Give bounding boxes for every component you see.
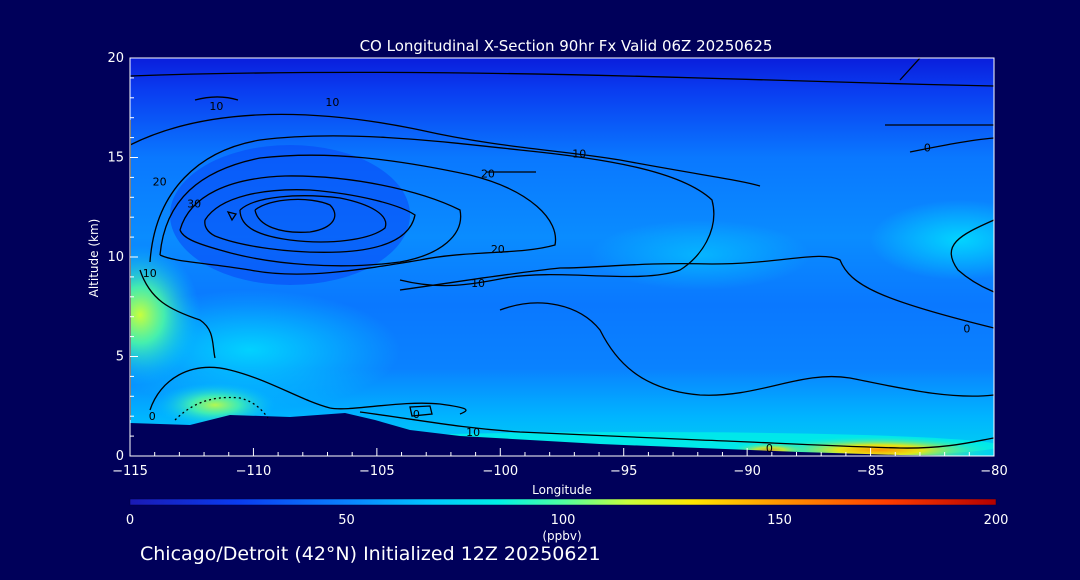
y-tick-label: 10: [107, 250, 124, 265]
contour-label: 0: [766, 442, 773, 455]
x-tick-label: −115: [112, 464, 148, 479]
contour-lower-small: [409, 405, 433, 417]
contour-30-loop: [179, 175, 462, 267]
contour-small-center: [226, 211, 238, 222]
colorbar-ticks: 0 50 100 150 200: [126, 513, 1009, 528]
contour-label: 10: [143, 267, 157, 280]
contour-near-surface: [359, 411, 994, 449]
cyan-patch-mid: [590, 220, 810, 290]
x-tick-label: −110: [236, 464, 272, 479]
contour-label: 0: [963, 323, 970, 336]
cyan-patch-right: [870, 200, 994, 280]
contour-label: 10: [325, 96, 339, 109]
contour-label: 0: [413, 408, 420, 421]
x-tick-label: −80: [980, 464, 1007, 479]
surface-hotspot: [760, 436, 994, 456]
x-tick-label: −100: [482, 464, 518, 479]
contour-left-upper: [194, 96, 239, 101]
contour-20-outer: [130, 113, 761, 187]
contour-lines: [130, 58, 994, 449]
contour-mid-10: [399, 255, 994, 329]
contour-label: 20: [481, 167, 495, 180]
contour-20-loop: [159, 154, 557, 275]
contour-50-loop: [239, 195, 387, 243]
contour-upper: [130, 71, 994, 87]
contour-left-wall: [139, 269, 216, 359]
terrain: [130, 413, 994, 456]
x-axis: −115 −110 −105 −100 −95 −90 −85 −80: [112, 448, 1008, 479]
contour-label: 20: [153, 175, 167, 188]
x-tick-label: −90: [733, 464, 760, 479]
colorbar-tick-label: 150: [767, 513, 792, 528]
contour-label: 30: [187, 197, 201, 210]
contour-label: 0: [924, 142, 931, 155]
y-tick-label: 5: [116, 350, 124, 365]
colorbar-tick-label: 200: [984, 513, 1009, 528]
contour-right-0: [950, 219, 994, 293]
colorbar-label: (ppbv): [542, 529, 581, 543]
contour-label: 10: [466, 426, 480, 439]
contour-dotted: [174, 396, 269, 421]
left-boundary-high: [130, 245, 200, 385]
contour-40-loop: [204, 189, 416, 253]
contour-10-loop: [149, 135, 715, 287]
contour-label: 10: [471, 277, 485, 290]
contour-labels: 10 10 20 30 10 10 20 20 10 0 0 0 0 10 0: [143, 96, 971, 455]
y-tick-label: 15: [107, 151, 124, 166]
y-tick-label: 20: [107, 51, 124, 66]
contour-60-loop: [254, 198, 336, 233]
contour-top-right: [899, 58, 921, 81]
contour-low-10: [499, 302, 994, 397]
y-axis-label: Altitude (km): [87, 219, 101, 298]
colorbar-tick-label: 0: [126, 513, 134, 528]
y-tick-label: 0: [116, 449, 124, 464]
contour-label: 20: [491, 243, 505, 256]
colorbar-tick-label: 100: [551, 513, 576, 528]
contour-label: 10: [209, 100, 223, 113]
contour-upper-right-2: [909, 137, 994, 153]
chart-title: CO Longitudinal X-Section 90hr Fx Valid …: [360, 37, 773, 55]
contour-label: 0: [149, 410, 156, 423]
x-axis-label: Longitude: [532, 483, 592, 497]
x-tick-label: −105: [359, 464, 395, 479]
colorbar: [129, 498, 997, 506]
plot-area: 10 10 20 30 10 10 20 20 10 0 0 0 0 10 0: [130, 58, 994, 456]
x-tick-label: −95: [610, 464, 637, 479]
contour-label: 10: [572, 148, 586, 161]
colorbar-tick-label: 50: [338, 513, 355, 528]
y-axis: 0 5 10 15 20: [107, 51, 138, 464]
footer-caption: Chicago/Detroit (42°N) Initialized 12Z 2…: [140, 543, 601, 565]
contour-lower-left: [149, 366, 467, 415]
x-tick-label: −85: [857, 464, 884, 479]
